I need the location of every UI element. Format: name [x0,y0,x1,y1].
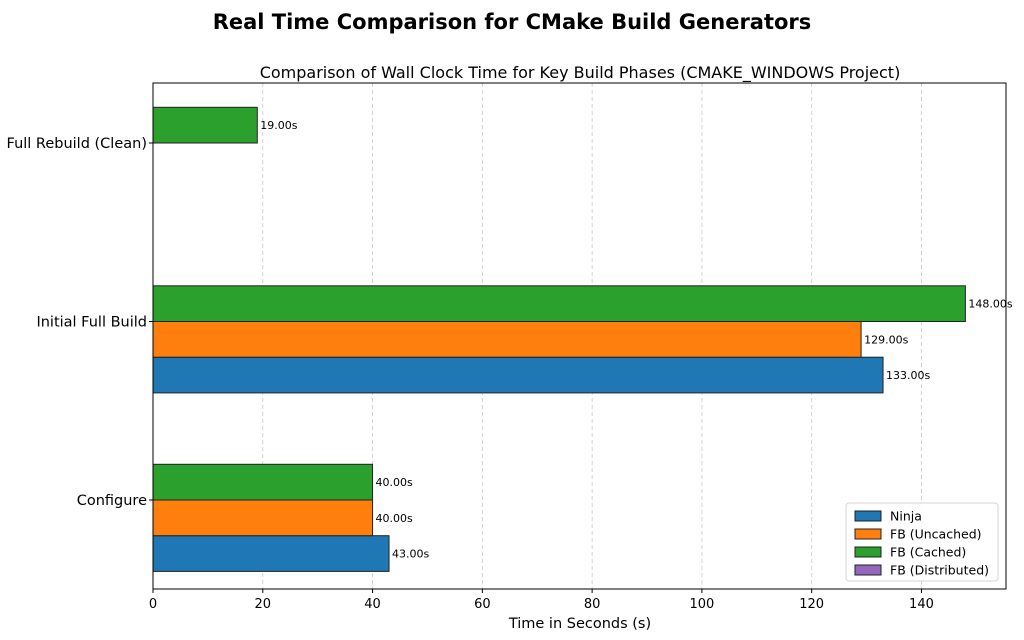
legend: Ninja FB (Uncached) FB (Cached) FB (Distrib… [845,502,999,582]
x-tick-label: 20 [255,597,272,612]
y-tick-label: Configure [77,493,147,509]
legend-swatch [854,510,882,522]
legend-label: Ninja [890,509,922,524]
x-tick-label: 100 [689,597,714,612]
legend-label: FB (Distributed) [890,563,989,578]
plot-frame [152,82,1007,590]
legend-swatch [854,528,882,540]
chart-title: Comparison of Wall Clock Time for Key Bu… [260,63,901,83]
legend-swatch [854,564,882,576]
bar [152,106,258,144]
data-label: 40.00s [376,512,413,525]
data-labels: 43.00s 133.00s 40.00s 129.00s 40.00s 148.00s 1… [260,119,1013,560]
x-tick-label: 140 [909,597,934,612]
data-label: 40.00s [376,476,413,489]
y-ticks: Configure Initial Full Build Full Rebuild … [7,136,153,509]
data-label: 133.00s [886,369,930,382]
x-tick-label: 120 [799,597,824,612]
bar [152,463,374,501]
legend-swatch [854,546,882,558]
x-tick-label: 40 [364,597,381,612]
data-label: 148.00s [968,298,1012,311]
y-tick-label: Initial Full Build [36,315,147,331]
bar [152,499,374,537]
data-label: 19.00s [260,119,297,132]
x-tick-label: 60 [474,597,491,612]
bar [152,535,390,572]
legend-label: FB (Cached) [890,545,966,560]
x-tick-label: 0 [149,597,157,612]
y-tick-label: Full Rebuild (Clean) [7,136,147,152]
bar [152,321,862,358]
x-tick-label: 80 [584,597,601,612]
bar [152,285,966,322]
data-label: 43.00s [392,548,429,561]
x-ticks: 0 20 40 60 80 100 120 140 [149,589,934,612]
x-axis-label: Time in Seconds (s) [508,616,651,632]
chart-suptitle: Real Time Comparison for CMake Build Gen… [213,10,812,34]
bars [152,106,966,572]
legend-label: FB (Uncached) [890,527,982,542]
data-label: 129.00s [864,333,908,346]
bar [152,356,884,394]
legend-box [845,502,999,582]
